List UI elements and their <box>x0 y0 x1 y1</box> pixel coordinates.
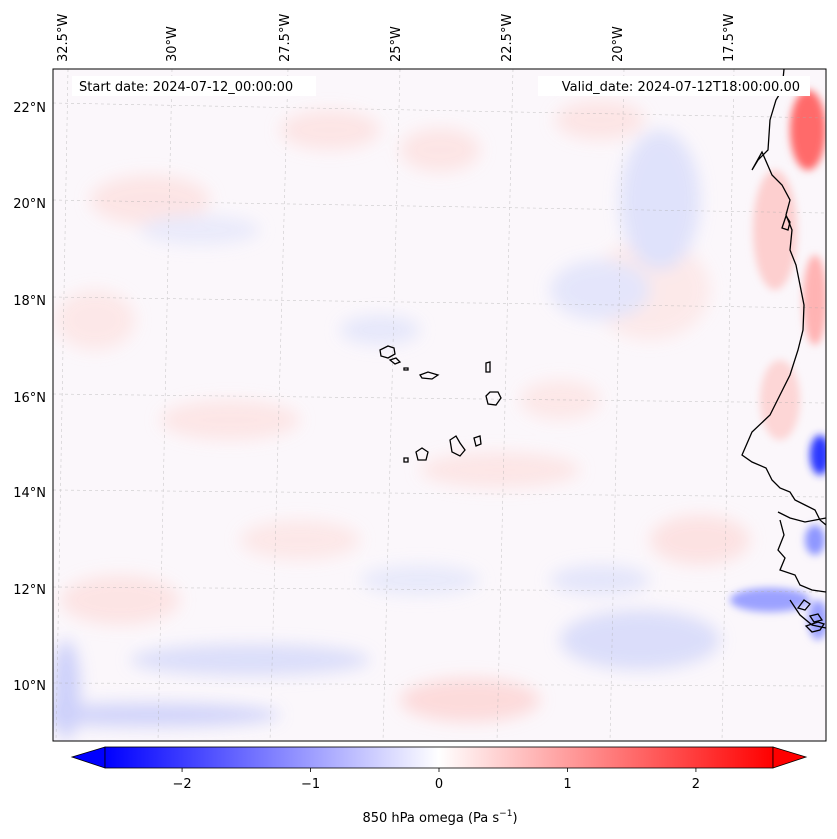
lon-label: 17.5°W <box>722 14 737 62</box>
colorbar-tick-label: 1 <box>563 777 571 792</box>
coastline <box>379 69 826 633</box>
map-frame <box>52 68 827 742</box>
colorbar-bar <box>104 746 774 769</box>
colorbar-low-extend <box>70 746 106 769</box>
colorbar-tick-label: −2 <box>172 777 191 792</box>
lat-label: 18°N <box>13 294 46 309</box>
lon-labels: 32.5°W 30°W 27.5°W 25°W 22.5°W 20°W 17.5… <box>56 14 737 62</box>
colorbar: −2 −1 0 1 2 850 hPa omega (Pa s−1) <box>70 746 808 826</box>
colorbar-tick-label: −1 <box>301 777 320 792</box>
valid-date-box: Valid_date: 2024-07-12T18:00:00.00 <box>538 76 810 96</box>
colorbar-tick-label: 0 <box>435 777 443 792</box>
lon-label: 30°W <box>165 26 180 62</box>
valid-date-text: Valid_date: 2024-07-12T18:00:00.00 <box>562 80 800 95</box>
map-plot-area <box>53 69 826 741</box>
lat-label: 10°N <box>13 679 46 694</box>
colorbar-high-extend <box>772 746 808 769</box>
colorbar-label-main: 850 hPa omega (Pa s <box>362 811 499 826</box>
colorbar-ticks: −2 −1 0 1 2 <box>172 768 700 792</box>
lat-label: 22°N <box>13 101 46 116</box>
graticule <box>53 69 826 741</box>
lat-label: 12°N <box>13 583 46 598</box>
lon-label: 20°W <box>611 26 626 62</box>
lon-label: 22.5°W <box>500 14 515 62</box>
colorbar-label: 850 hPa omega (Pa s−1) <box>362 809 517 826</box>
lat-label: 14°N <box>13 486 46 501</box>
lon-label: 32.5°W <box>56 14 71 62</box>
omega-field <box>53 90 826 740</box>
start-date-text: Start date: 2024-07-12_00:00:00 <box>79 80 293 95</box>
colorbar-tick-label: 2 <box>692 777 700 792</box>
lat-label: 16°N <box>13 391 46 406</box>
lon-label: 25°W <box>389 26 404 62</box>
colorbar-label-close: ) <box>512 811 517 826</box>
lon-label: 27.5°W <box>278 14 293 62</box>
lat-label: 20°N <box>13 197 46 212</box>
lat-labels: 22°N 20°N 18°N 16°N 14°N 12°N 10°N <box>13 101 46 694</box>
colorbar-label-sup: −1 <box>499 809 512 819</box>
start-date-box: Start date: 2024-07-12_00:00:00 <box>72 76 316 96</box>
